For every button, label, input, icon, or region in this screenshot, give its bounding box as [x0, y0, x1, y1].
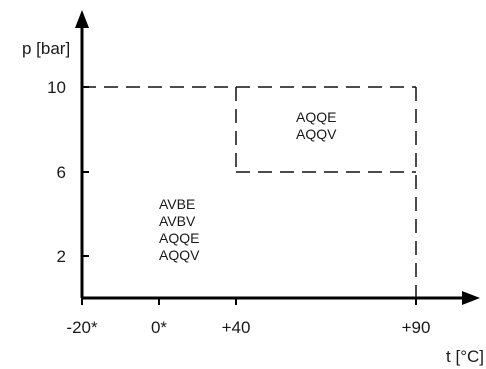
outer-region-label: AVBE — [159, 196, 195, 212]
inner-region-boundary — [235, 87, 416, 173]
outer-region-labels: AVBE AVBV AQQE AQQV — [159, 196, 200, 263]
outer-region-boundary — [82, 86, 417, 298]
outer-region-label: AQQE — [159, 230, 199, 246]
x-axis-arrow — [462, 291, 480, 305]
outer-region-label: AVBV — [159, 213, 196, 229]
x-tick-90: +90 — [402, 298, 431, 337]
y-tick-label-6: 6 — [57, 163, 66, 182]
y-axis-arrow — [75, 10, 89, 28]
x-tick-minus20: -20* — [66, 298, 98, 337]
x-tick-label-minus20: -20* — [66, 318, 98, 337]
y-tick-6: 6 — [57, 163, 89, 182]
y-tick-label-2: 2 — [57, 247, 66, 266]
y-tick-2: 2 — [57, 247, 89, 266]
outer-region-label: AQQV — [159, 247, 200, 263]
x-tick-0: 0* — [151, 298, 167, 337]
x-tick-label-90: +90 — [402, 318, 431, 337]
inner-region-label: AQQV — [296, 126, 337, 142]
x-tick-40: +40 — [222, 298, 251, 337]
x-axis-title: t [°C] — [446, 347, 484, 366]
inner-region-label: AQQE — [296, 109, 336, 125]
inner-region-labels: AQQE AQQV — [296, 109, 337, 142]
y-tick-label-10: 10 — [47, 78, 66, 97]
y-axis-title: p [bar] — [22, 39, 70, 58]
x-tick-label-0: 0* — [151, 318, 167, 337]
x-tick-label-40: +40 — [222, 318, 251, 337]
